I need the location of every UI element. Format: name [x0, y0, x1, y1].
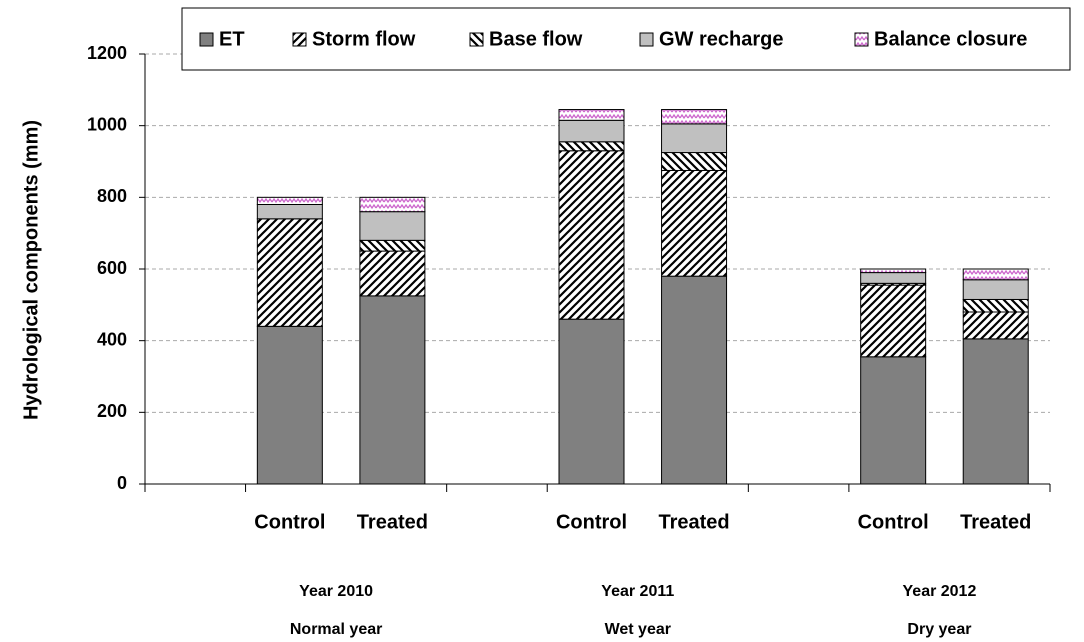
legend-label: Base flow — [489, 28, 583, 50]
bar-segment — [558, 318, 625, 485]
group-label: Dry year — [907, 621, 971, 638]
bar-segment — [860, 272, 927, 284]
x-tick-label: Control — [556, 511, 627, 533]
legend-swatch — [469, 32, 484, 47]
bar-segment — [962, 279, 1029, 300]
x-tick-label: Treated — [357, 511, 428, 533]
group-label: Wet year — [605, 621, 671, 638]
x-tick-label: Control — [254, 511, 325, 533]
bar-segment — [256, 196, 323, 205]
legend-label: Storm flow — [312, 28, 416, 50]
bar-segment — [558, 150, 625, 320]
x-tick-label: Treated — [658, 511, 729, 533]
bar-segment — [860, 268, 927, 274]
bar-segment — [661, 275, 728, 485]
bar-segment — [962, 311, 1029, 340]
bar-segment — [359, 295, 426, 485]
legend-label: GW recharge — [659, 28, 783, 50]
group-label: Year 2012 — [903, 583, 977, 600]
group-label: Year 2010 — [299, 583, 373, 600]
y-tick-label: 1000 — [87, 114, 127, 134]
bar-segment — [359, 196, 426, 213]
bar-segment — [962, 338, 1029, 485]
bar-segment — [661, 152, 728, 171]
bar-segment — [661, 109, 728, 125]
y-tick-label: 1200 — [87, 43, 127, 63]
y-axis-label: Hydrological components (mm) — [20, 120, 42, 420]
bar-segment — [860, 284, 927, 358]
y-tick-label: 200 — [97, 401, 127, 421]
legend-swatch — [199, 32, 214, 47]
bar-segment — [558, 141, 625, 152]
bar-segment — [962, 298, 1029, 313]
group-label: Year 2011 — [601, 583, 674, 600]
y-tick-label: 400 — [97, 329, 127, 349]
y-tick-label: 800 — [97, 186, 127, 206]
legend-box — [181, 7, 1071, 71]
bar-segment — [359, 239, 426, 252]
bar-segment — [359, 211, 426, 241]
bar-segment — [661, 169, 728, 277]
bar-segment — [962, 268, 1029, 281]
group-label: Normal year — [290, 621, 383, 638]
bar-segment — [661, 123, 728, 154]
legend-label: ET — [219, 28, 245, 50]
bar-segment — [256, 325, 323, 485]
bar-segment — [256, 218, 323, 327]
x-tick-label: Treated — [960, 511, 1031, 533]
bar-segment — [359, 250, 426, 297]
y-tick-label: 600 — [97, 258, 127, 278]
y-tick-label: 0 — [117, 473, 127, 493]
legend-swatch — [292, 32, 307, 47]
bar-segment — [558, 119, 625, 143]
legend-swatch — [854, 32, 869, 47]
legend-swatch — [639, 32, 654, 47]
x-tick-label: Control — [858, 511, 929, 533]
bar-segment — [256, 204, 323, 220]
bar-segment — [558, 109, 625, 121]
legend-label: Balance closure — [874, 28, 1027, 50]
bar-segment — [860, 356, 927, 485]
